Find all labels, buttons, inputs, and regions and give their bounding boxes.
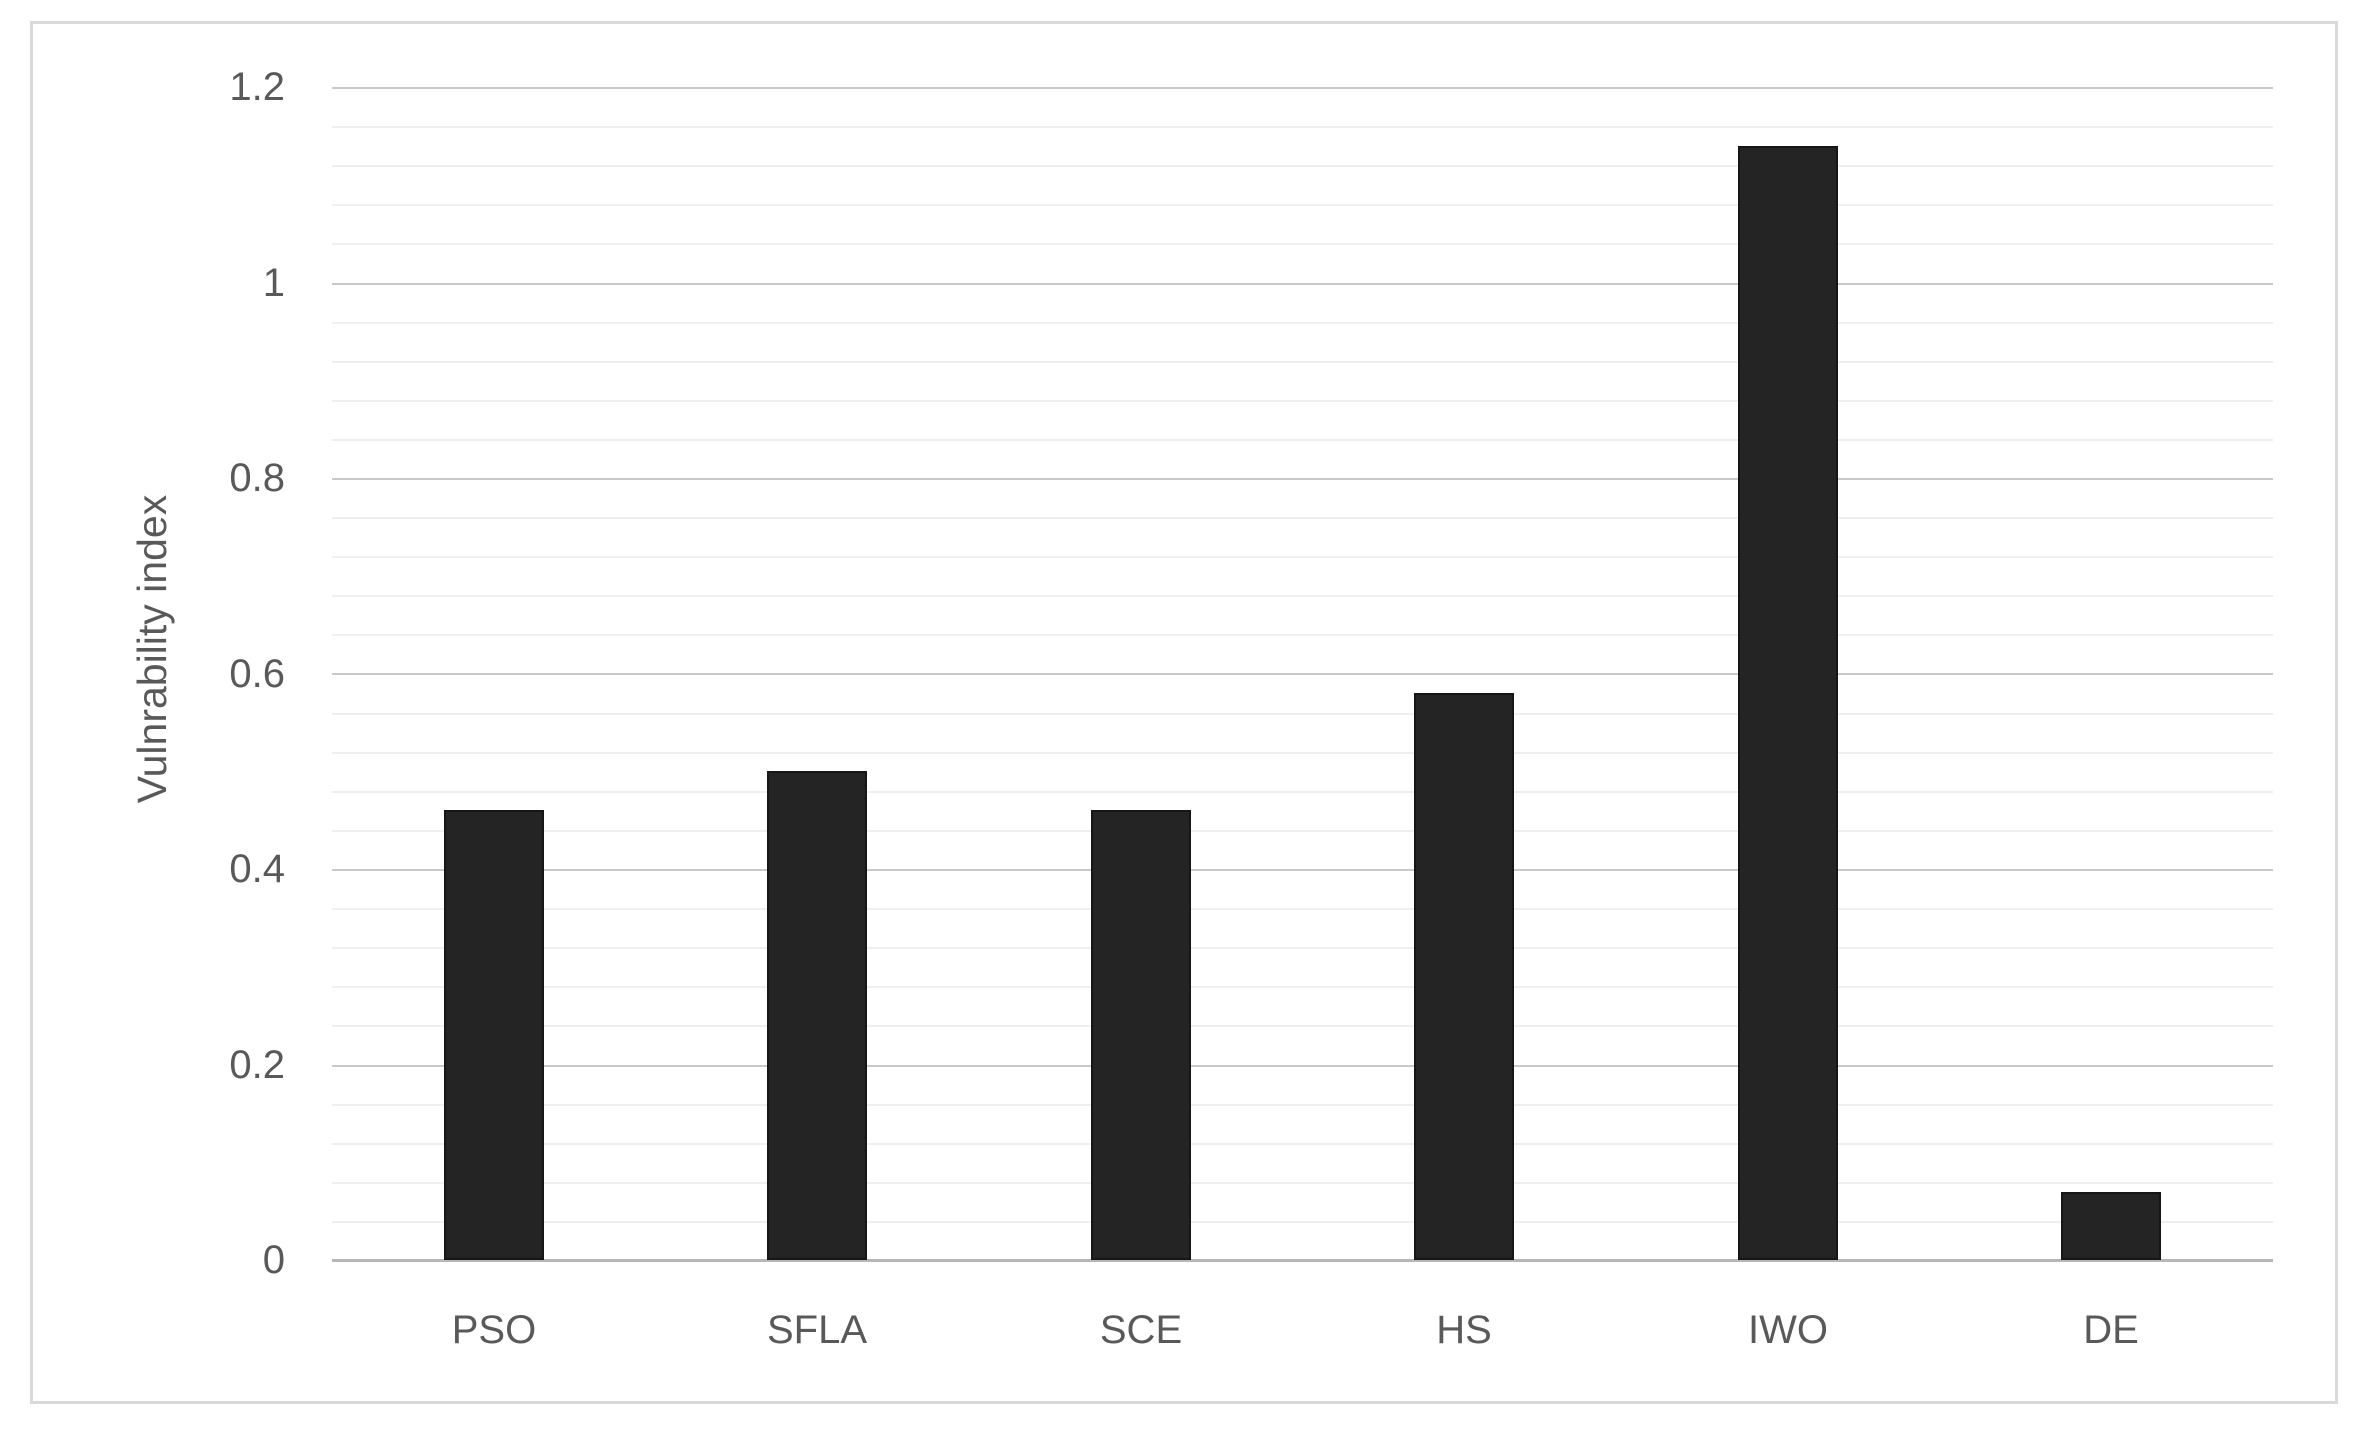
gridline-minor: [332, 634, 2273, 636]
y-tick-label: 1.2: [229, 65, 285, 109]
gridline-minor: [332, 908, 2273, 910]
gridline-minor: [332, 713, 2273, 715]
gridline-minor: [332, 204, 2273, 206]
bar-de: [2061, 1192, 2161, 1260]
gridline-minor: [332, 400, 2273, 402]
gridline-minor: [332, 595, 2273, 597]
x-category-label-pso: PSO: [451, 1308, 537, 1352]
gridline-minor: [332, 830, 2273, 832]
gridline-minor: [332, 517, 2273, 519]
x-category-label-hs: HS: [1436, 1308, 1492, 1352]
x-category-label-iwo: IWO: [1748, 1308, 1828, 1352]
gridline-minor: [332, 752, 2273, 754]
gridline-minor: [332, 791, 2273, 793]
bar-pso: [444, 810, 544, 1260]
gridline-major: [332, 869, 2273, 871]
bar-sce: [1091, 810, 1191, 1260]
gridline-major: [332, 283, 2273, 285]
x-category-label-sce: SCE: [1099, 1308, 1183, 1352]
y-tick-label: 0.2: [229, 1043, 285, 1087]
bar-sfla: [767, 771, 867, 1260]
gridline-major: [332, 478, 2273, 480]
gridline-minor: [332, 556, 2273, 558]
gridline-minor: [332, 126, 2273, 128]
x-category-label-de: DE: [2083, 1308, 2139, 1352]
gridline-minor: [332, 1143, 2273, 1145]
gridline-major: [332, 673, 2273, 675]
y-tick-label: 0: [262, 1238, 285, 1282]
x-category-label-sfla: SFLA: [766, 1308, 868, 1352]
gridline-minor: [332, 986, 2273, 988]
gridline-minor: [332, 361, 2273, 363]
bar-hs: [1414, 693, 1514, 1260]
y-tick-label: 1: [262, 261, 285, 305]
gridline-minor: [332, 439, 2273, 441]
gridline-minor: [332, 165, 2273, 167]
y-tick-label: 0.6: [229, 652, 285, 696]
y-axis-title: Vulnrability index: [129, 494, 175, 804]
gridline-minor: [332, 243, 2273, 245]
y-tick-label: 0.8: [229, 456, 285, 500]
gridline-minor: [332, 1182, 2273, 1184]
gridline-minor: [332, 1104, 2273, 1106]
gridline-major: [332, 1065, 2273, 1067]
gridline-minor: [332, 1025, 2273, 1027]
gridline-minor: [332, 1221, 2273, 1223]
y-tick-label: 0.4: [229, 847, 285, 891]
x-axis-line: [332, 1259, 2273, 1262]
gridline-major: [332, 87, 2273, 89]
gridline-minor: [332, 947, 2273, 949]
bar-iwo: [1738, 146, 1838, 1260]
gridline-minor: [332, 322, 2273, 324]
